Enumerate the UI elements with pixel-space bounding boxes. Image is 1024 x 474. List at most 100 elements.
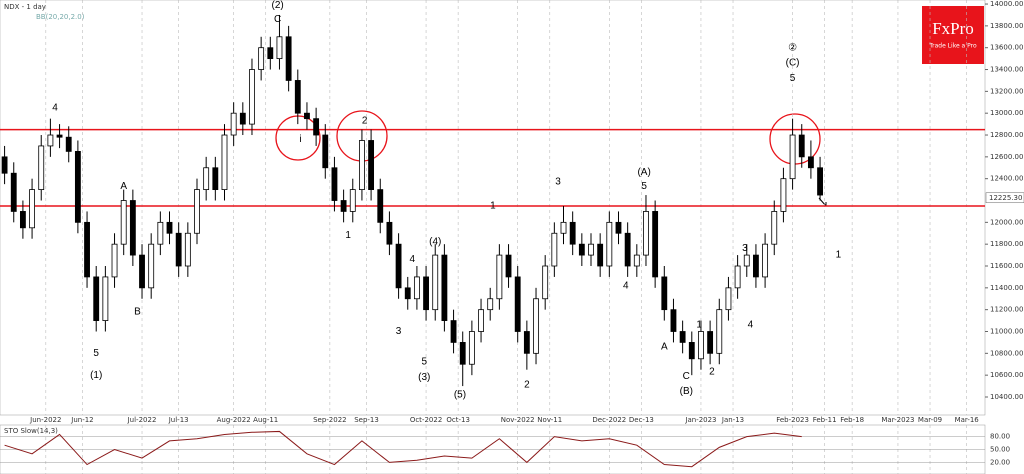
candle-body [10,172,17,212]
wave-label: (B) [680,386,693,397]
candle-body [597,243,604,267]
wave-label: (1) [90,370,102,381]
candle-body [212,167,219,190]
candle-body [368,140,375,190]
candle-body [56,134,63,138]
candle-body [175,232,182,267]
logo-tagline: Trade Like a Pro [928,43,977,50]
candle-body [19,211,26,229]
wave-label: 4 [623,280,629,291]
x-tick-label: Jan-13 [721,416,744,424]
x-tick-label: Jun-12 [70,416,93,424]
x-tick-label: Mar-09 [918,416,942,424]
wave-label: 5 [790,73,796,84]
x-tick-label: Feb-18 [840,416,864,424]
x-tick-label: Oct-13 [446,416,470,424]
x-tick-label: Jul-13 [168,416,189,424]
candle-body [276,36,283,60]
wave-label: A [120,181,127,192]
candle-body [478,309,484,332]
candle-body [588,243,594,256]
wave-label: C [274,14,281,25]
y-tick-label: 13600.00 [990,44,1023,52]
candle-body [93,276,100,321]
wave-label: (C) [786,58,800,69]
candle-body [258,47,265,70]
candle-body [780,178,787,212]
wave-label: (3) [418,372,430,383]
candle-body [267,47,274,60]
x-tick-label: Jul-2022 [127,416,157,424]
x-tick-label: Mar-2023 [881,416,914,424]
wave-label: 5 [641,181,647,192]
y-tick-label: 10800.00 [990,349,1023,357]
candle-body [84,221,90,278]
oscillator-line [4,430,802,468]
x-tick-label: Nov-2022 [501,416,535,424]
candle-body [111,243,118,278]
candle-body [450,320,457,343]
y-tick-label: 13200.00 [990,87,1023,95]
x-tick-label: Feb-11 [813,416,837,424]
candle-body [148,243,155,289]
wave-label: 4 [52,102,58,113]
y-tick-label: 13800.00 [990,22,1023,30]
x-tick-label: Oct-2022 [410,416,442,424]
wave-label: 2 [362,115,368,126]
candle-body [468,331,475,365]
wave-label: 1 [696,320,702,331]
indicator-label: BB(20,20,2.0) [36,13,85,21]
x-tick-label: Jun-2022 [29,416,61,424]
candle-body [239,112,246,125]
y-tick-label: 11600.00 [990,262,1023,270]
wave-label: (5) [454,389,466,400]
candle-body [661,276,668,311]
x-tick-label: Aug-2022 [217,416,251,424]
candle-body [221,134,228,190]
candle-body [404,287,411,300]
wave-label: (A) [637,167,650,178]
candle-body [294,80,301,114]
candle-body [129,200,136,256]
candle-body [459,342,466,365]
candle-body [74,150,81,223]
candle-body [569,221,576,245]
candle-body [615,221,622,234]
candle-body [313,118,320,136]
y-tick-label: 12400.00 [990,175,1023,183]
candle-body [789,134,796,180]
candle-body [38,145,45,190]
candle-body [29,189,35,229]
candle-body [652,211,659,278]
logo-box [922,6,984,64]
x-tick-label: Sep-2022 [313,416,347,424]
candle-body [542,265,549,300]
candle-body [413,276,420,300]
candle-body [716,309,723,354]
candle-body [120,200,127,245]
candle-body [533,298,539,354]
candle-body [798,134,805,158]
logo-name: FxPro [932,19,974,38]
candle-body [753,254,759,278]
candle-body [505,254,512,278]
wave-label: 1 [490,201,496,212]
candle-body [377,189,384,223]
candle-body [496,254,503,300]
y-tick-label: 20.00 [990,458,1010,466]
y-tick-label: 11400.00 [990,284,1023,292]
candle-body [606,221,613,267]
wave-label: ② [788,42,797,53]
candle-body [386,221,393,245]
candle-body [65,136,72,152]
y-tick-label: 50.00 [990,446,1010,454]
candle-body [359,140,365,190]
wave-label: 3 [555,177,561,188]
y-tick-label: 10600.00 [990,371,1023,379]
x-tick-label: Aug-11 [253,416,278,424]
candle-body [487,298,494,311]
candle-body [734,265,741,289]
candle-body [523,331,530,354]
candle-body [725,287,732,311]
